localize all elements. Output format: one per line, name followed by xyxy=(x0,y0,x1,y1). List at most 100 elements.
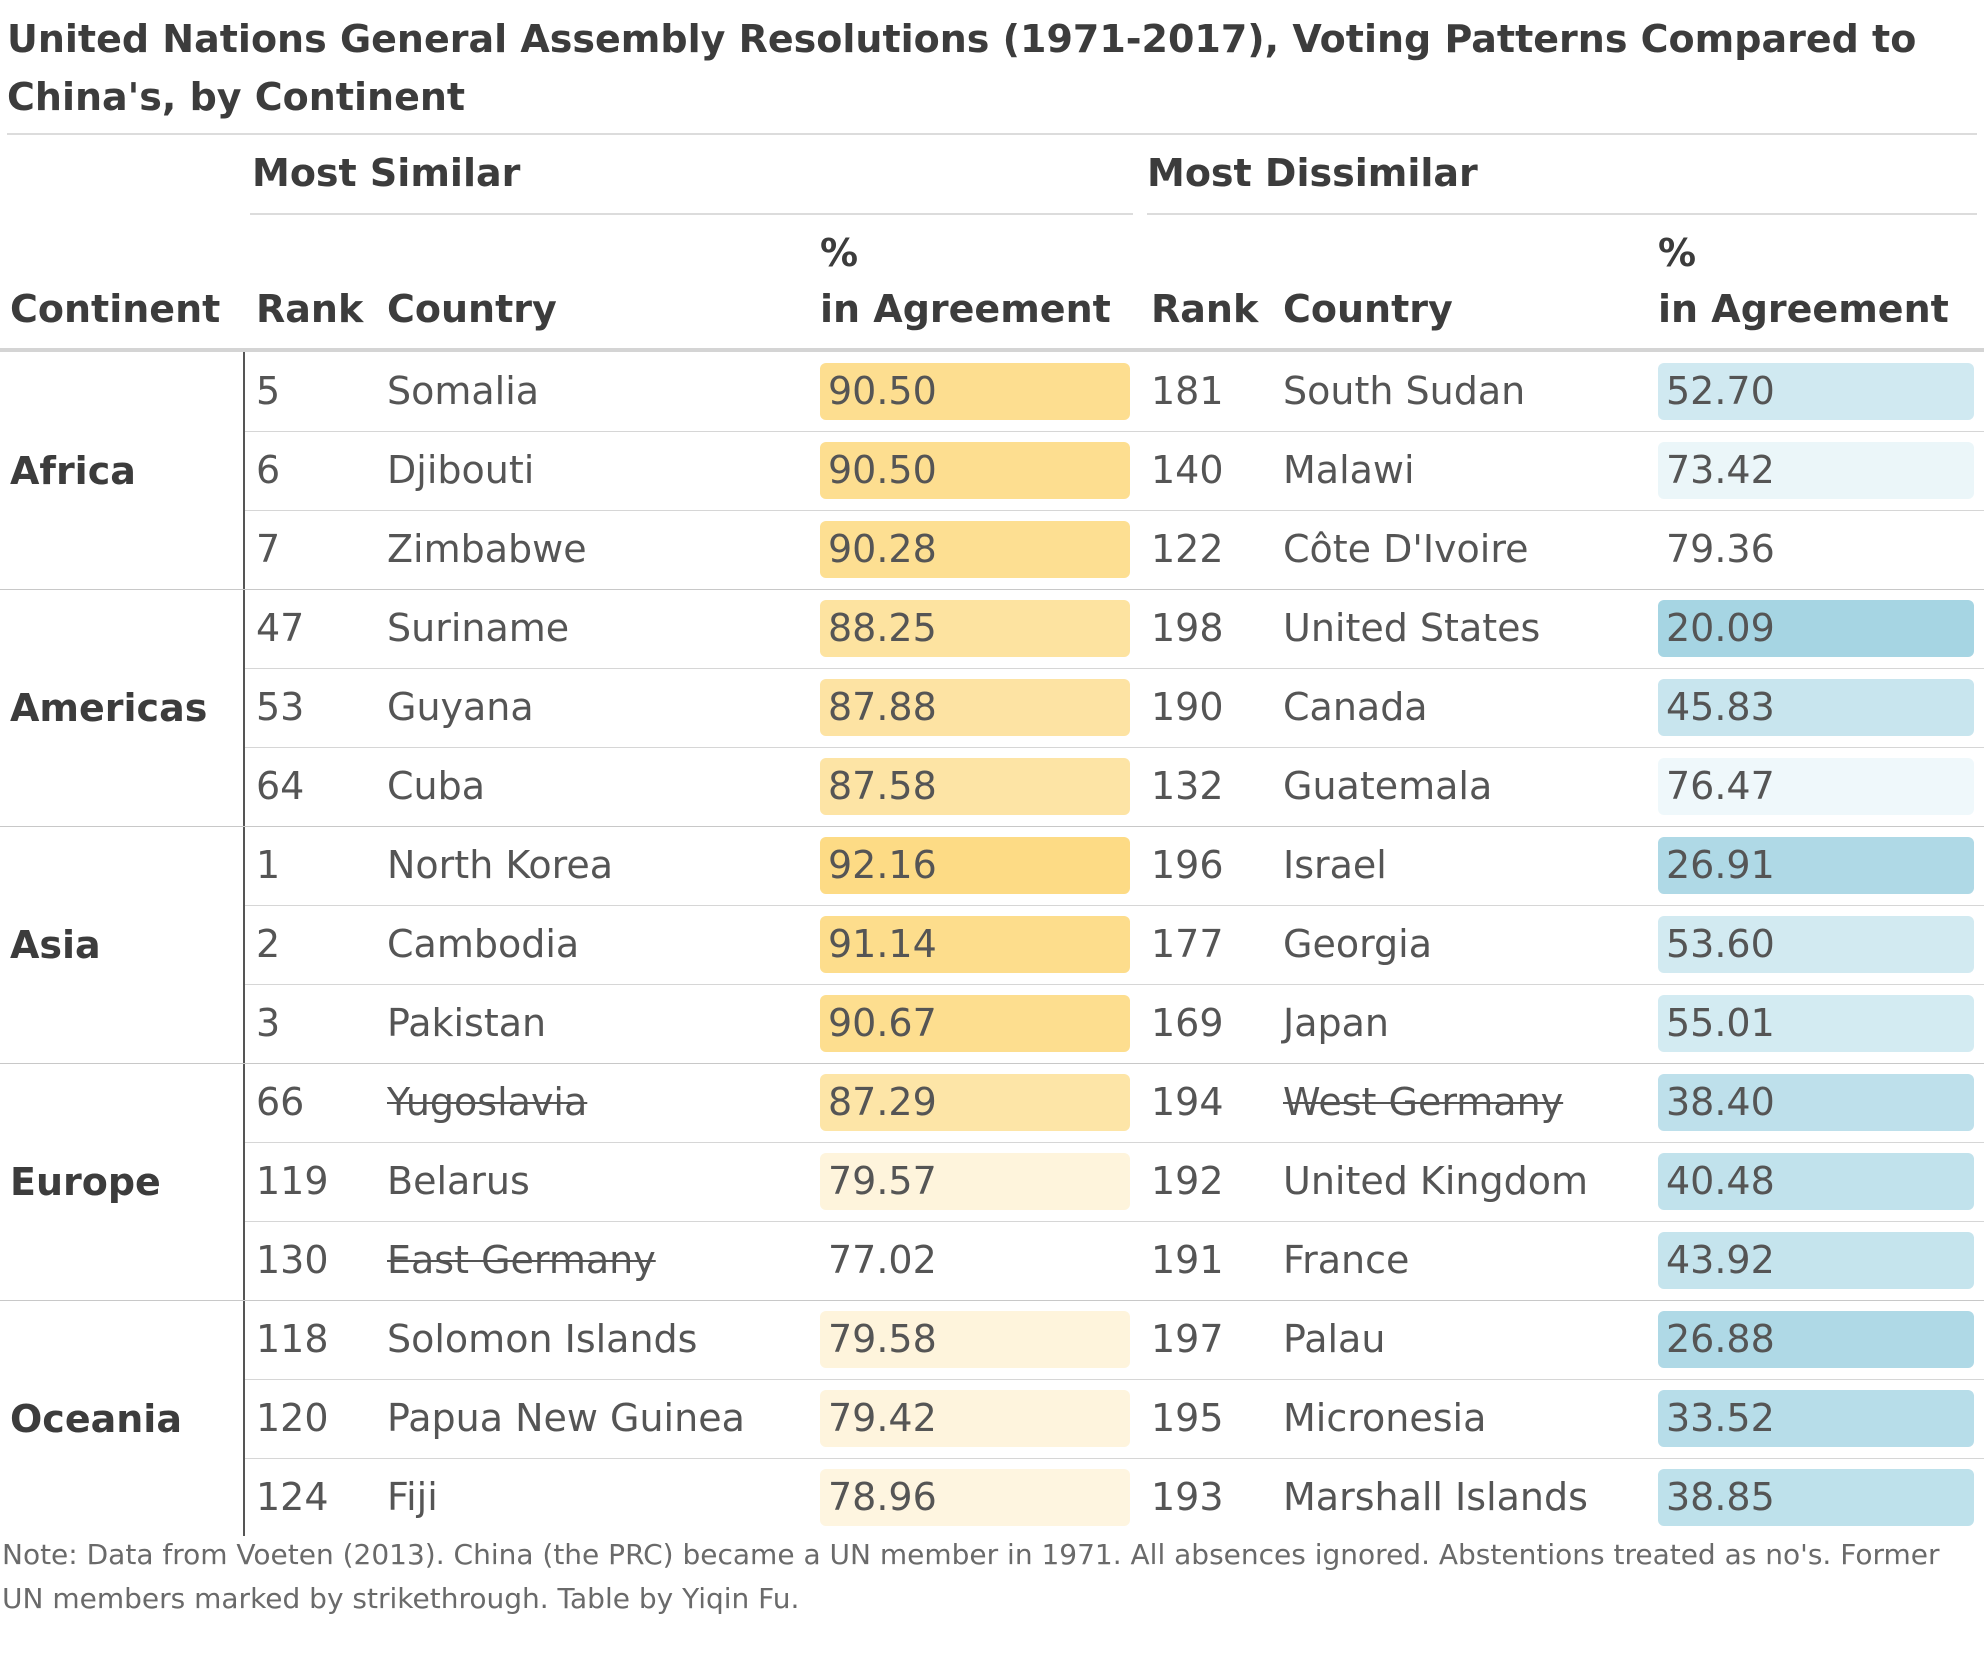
similar-pct-value: 90.67 xyxy=(828,1001,937,1045)
dissimilar-rank: 190 xyxy=(1151,685,1224,729)
continent-label: Asia xyxy=(10,922,101,967)
similar-pct-cell-bg xyxy=(820,916,1130,973)
group-divider xyxy=(0,826,1984,827)
similar-country: Cuba xyxy=(387,764,486,808)
similar-pct-value: 87.58 xyxy=(828,764,937,808)
dissimilar-pct-cell-bg xyxy=(1658,442,1974,499)
similar-pct-cell-bg xyxy=(820,679,1130,736)
similar-country: Belarus xyxy=(387,1159,530,1203)
similar-country: Cambodia xyxy=(387,922,580,966)
dissimilar-country: Japan xyxy=(1283,1001,1389,1045)
header-sim-country: Country xyxy=(387,287,557,331)
similar-rank: 5 xyxy=(256,369,281,413)
header-most-similar: Most Similar xyxy=(252,151,521,195)
dissimilar-country: West Germany xyxy=(1283,1080,1564,1124)
dissimilar-pct-cell-bg xyxy=(1658,1390,1974,1447)
dissimilar-pct-cell-bg xyxy=(1658,1469,1974,1526)
header-dis-pct-symbol: % xyxy=(1658,231,1697,275)
continent-label: Oceania xyxy=(10,1396,182,1441)
dissimilar-pct-value: 20.09 xyxy=(1666,606,1775,650)
similar-pct-value: 90.28 xyxy=(828,527,937,571)
row-divider xyxy=(245,1142,1984,1143)
continent-label: Americas xyxy=(10,685,208,730)
dissimilar-pct-value: 26.91 xyxy=(1666,843,1775,887)
similar-pct-cell-bg xyxy=(820,1074,1130,1131)
dissimilar-pct-cell-bg xyxy=(1658,758,1974,815)
similar-pct-value: 87.29 xyxy=(828,1080,937,1124)
dissimilar-country: Canada xyxy=(1283,685,1428,729)
dissimilar-pct-value: 43.92 xyxy=(1666,1238,1775,1282)
continent-separator-line xyxy=(243,352,245,1536)
dissimilar-rank: 169 xyxy=(1151,1001,1224,1045)
dissimilar-rank: 196 xyxy=(1151,843,1224,887)
dissimilar-pct-value: 55.01 xyxy=(1666,1001,1775,1045)
similar-pct-value: 79.42 xyxy=(828,1396,937,1440)
dissimilar-rank: 191 xyxy=(1151,1238,1224,1282)
similar-pct-cell-bg xyxy=(820,1469,1130,1526)
similar-pct-value: 79.58 xyxy=(828,1317,937,1361)
dissimilar-rank: 194 xyxy=(1151,1080,1224,1124)
similar-pct-cell-bg xyxy=(820,995,1130,1052)
continent-label: Africa xyxy=(10,448,136,493)
similar-rank: 7 xyxy=(256,527,281,571)
header-continent: Continent xyxy=(10,287,221,331)
similar-country: Yugoslavia xyxy=(387,1080,588,1124)
similar-pct-value: 78.96 xyxy=(828,1475,937,1519)
dissimilar-pct-value: 38.85 xyxy=(1666,1475,1775,1519)
similar-country: Somalia xyxy=(387,369,540,413)
row-divider xyxy=(245,668,1984,669)
group-divider xyxy=(0,1300,1984,1301)
dissimilar-pct-value: 40.48 xyxy=(1666,1159,1775,1203)
dissimilar-group-divider xyxy=(1147,213,1977,215)
similar-pct-cell-bg xyxy=(820,363,1130,420)
row-divider xyxy=(245,1379,1984,1380)
similar-country: North Korea xyxy=(387,843,614,887)
dissimilar-rank: 195 xyxy=(1151,1396,1224,1440)
dissimilar-country: Côte D'Ivoire xyxy=(1283,527,1529,571)
similar-rank: 124 xyxy=(256,1475,329,1519)
dissimilar-pct-cell-bg xyxy=(1658,363,1974,420)
dissimilar-country: Israel xyxy=(1283,843,1387,887)
similar-country: Fiji xyxy=(387,1475,438,1519)
row-divider xyxy=(245,431,1984,432)
similar-pct-cell-bg xyxy=(820,521,1130,578)
similar-pct-cell-bg xyxy=(820,1390,1130,1447)
dissimilar-pct-cell-bg xyxy=(1658,995,1974,1052)
similar-rank: 53 xyxy=(256,685,305,729)
similar-rank: 120 xyxy=(256,1396,329,1440)
dissimilar-pct-value: 52.70 xyxy=(1666,369,1775,413)
continent-label: Europe xyxy=(10,1159,161,1204)
similar-country: Suriname xyxy=(387,606,570,650)
row-divider xyxy=(245,510,1984,511)
dissimilar-country: Georgia xyxy=(1283,922,1432,966)
header-sim-pct-symbol: % xyxy=(820,231,859,275)
dissimilar-rank: 192 xyxy=(1151,1159,1224,1203)
similar-pct-value: 90.50 xyxy=(828,369,937,413)
dissimilar-rank: 177 xyxy=(1151,922,1224,966)
dissimilar-rank: 193 xyxy=(1151,1475,1224,1519)
dissimilar-country: Malawi xyxy=(1283,448,1415,492)
dissimilar-country: Guatemala xyxy=(1283,764,1493,808)
similar-pct-cell-bg xyxy=(820,1153,1130,1210)
header-dis-rank: Rank xyxy=(1151,287,1259,331)
similar-pct-cell-bg xyxy=(820,600,1130,657)
dissimilar-pct-cell-bg xyxy=(1658,837,1974,894)
similar-pct-cell-bg xyxy=(820,758,1130,815)
similar-pct-value: 88.25 xyxy=(828,606,937,650)
dissimilar-country: Micronesia xyxy=(1283,1396,1487,1440)
dissimilar-country: United States xyxy=(1283,606,1541,650)
dissimilar-rank: 132 xyxy=(1151,764,1224,808)
dissimilar-country: Marshall Islands xyxy=(1283,1475,1588,1519)
similar-rank: 3 xyxy=(256,1001,281,1045)
similar-rank: 130 xyxy=(256,1238,329,1282)
similar-pct-value: 77.02 xyxy=(828,1238,937,1282)
similar-pct-cell-bg xyxy=(820,1311,1130,1368)
dissimilar-pct-value: 38.40 xyxy=(1666,1080,1775,1124)
similar-rank: 64 xyxy=(256,764,305,808)
similar-pct-value: 90.50 xyxy=(828,448,937,492)
dissimilar-pct-value: 45.83 xyxy=(1666,685,1775,729)
group-divider xyxy=(0,589,1984,590)
dissimilar-rank: 181 xyxy=(1151,369,1224,413)
similar-rank: 1 xyxy=(256,843,281,887)
dissimilar-pct-value: 33.52 xyxy=(1666,1396,1775,1440)
